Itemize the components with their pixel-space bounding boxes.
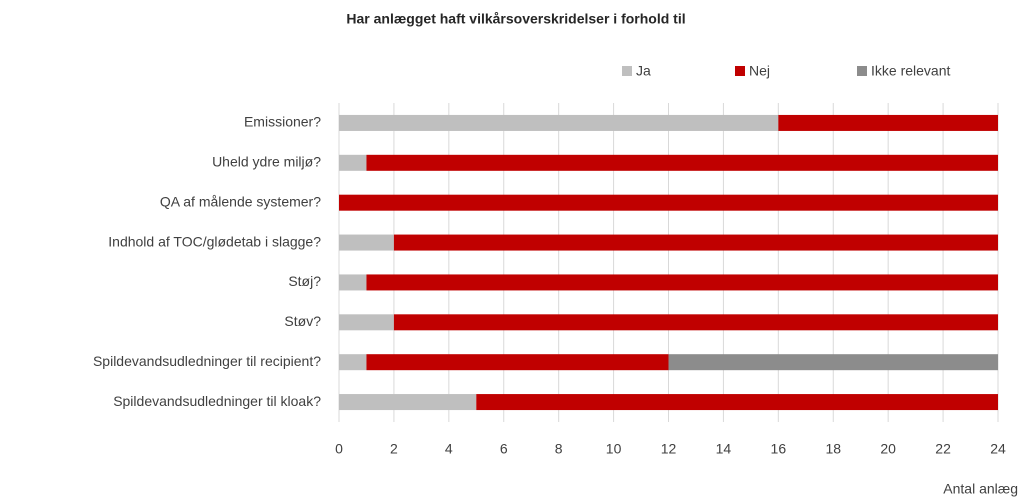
bar [366, 354, 669, 371]
bar [339, 234, 394, 251]
bar [339, 274, 367, 291]
x-tick-label: 4 [445, 441, 453, 457]
bar [366, 154, 998, 171]
x-tick-label: 22 [935, 441, 951, 457]
x-tick-label: 2 [390, 441, 398, 457]
x-tick-label: 8 [555, 441, 563, 457]
bar [339, 154, 367, 171]
legend-label: Ikke relevant [871, 63, 950, 79]
x-tick-label: 14 [716, 441, 732, 457]
legend-swatch [735, 66, 745, 76]
y-tick-label: Emissioner? [244, 114, 321, 130]
bar [339, 194, 998, 211]
y-tick-label: Spildevandsudledninger til recipient? [93, 353, 321, 369]
legend-swatch [622, 66, 632, 76]
x-tick-label: 24 [990, 441, 1006, 457]
y-tick-label: QA af målende systemer? [160, 193, 321, 209]
chart-title: Har anlægget haft vilkårsoverskridelser … [346, 11, 685, 27]
bar [393, 234, 999, 251]
bar [778, 114, 998, 131]
y-tick-label: Indhold af TOC/glødetab i slagge? [108, 233, 321, 249]
bar [339, 354, 367, 371]
bar [339, 114, 779, 131]
bar [393, 314, 999, 331]
bar [339, 394, 477, 411]
bar [668, 354, 998, 371]
x-tick-label: 20 [880, 441, 896, 457]
bar [366, 274, 998, 291]
y-tick-label: Uheld ydre miljø? [212, 154, 321, 170]
x-tick-label: 10 [606, 441, 622, 457]
bar [339, 314, 394, 331]
legend-label: Nej [749, 63, 770, 79]
x-tick-label: 18 [825, 441, 841, 457]
bar [476, 394, 999, 411]
x-tick-label: 0 [335, 441, 343, 457]
x-tick-label: 6 [500, 441, 508, 457]
legend-label: Ja [636, 63, 651, 79]
legend-swatch [857, 66, 867, 76]
x-axis-label: Antal anlæg [943, 481, 1018, 497]
x-tick-label: 16 [771, 441, 787, 457]
y-tick-label: Støj? [288, 273, 321, 289]
x-tick-label: 12 [661, 441, 677, 457]
y-tick-label: Støv? [284, 313, 321, 329]
y-tick-label: Spildevandsudledninger til kloak? [113, 393, 321, 409]
